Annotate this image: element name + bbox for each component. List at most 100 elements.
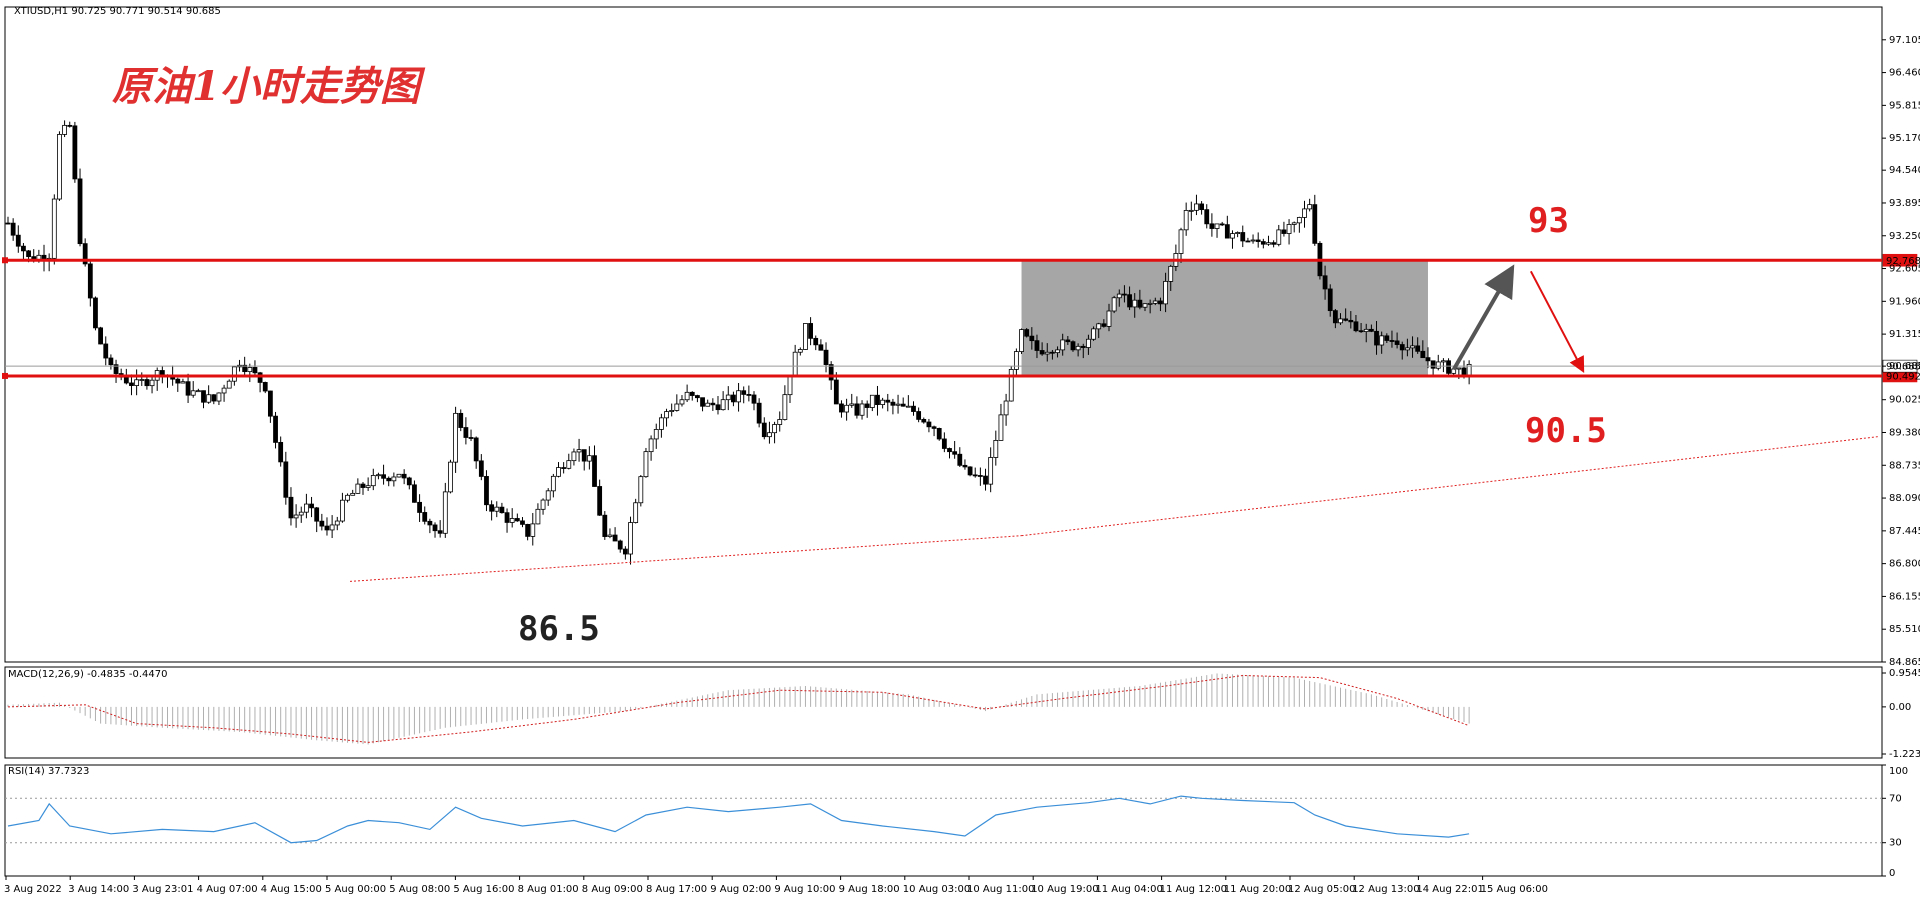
candle-body: [370, 475, 376, 487]
candle-body: [885, 399, 891, 403]
rsi-panel: 100 70 30 0: [5, 764, 1908, 879]
candle-body: [1399, 344, 1405, 351]
candle-body: [139, 379, 145, 381]
candle-body: [658, 417, 664, 430]
candle-body: [746, 394, 752, 396]
candle-body: [916, 411, 922, 420]
candle-body: [1394, 340, 1400, 345]
rsi-label: RSI(14) 37.7323: [8, 766, 89, 777]
candle-body: [283, 461, 289, 498]
candle-body: [792, 351, 798, 376]
time-tick-label: 8 Aug 01:00: [518, 884, 579, 895]
candle-body: [468, 437, 474, 439]
candle-body: [1127, 294, 1132, 308]
time-tick-label: 9 Aug 18:00: [839, 884, 900, 895]
candle-body: [113, 364, 119, 374]
candle-body: [854, 403, 860, 416]
candle-body: [725, 394, 731, 401]
candle-body: [67, 124, 73, 127]
candle-body: [1322, 275, 1328, 290]
candle-body: [772, 424, 777, 434]
consolidation-zone: [1021, 260, 1428, 376]
macd-signal-line: [7, 674, 1470, 743]
candle-body: [293, 514, 299, 519]
candle-body: [756, 402, 762, 424]
candle-body: [1260, 241, 1266, 245]
candle-body: [1194, 203, 1199, 211]
candle-body: [57, 134, 62, 200]
rsi-tick-label: 0: [1889, 868, 1895, 879]
candle-body: [684, 391, 690, 401]
candle-body: [303, 503, 309, 513]
candle-body: [206, 394, 212, 403]
candle-body: [72, 125, 78, 180]
candle-body: [931, 426, 937, 429]
candle-body: [458, 412, 464, 428]
time-tick-label: 5 Aug 08:00: [389, 884, 450, 895]
candle-body: [525, 523, 531, 537]
candle-body: [1142, 303, 1148, 308]
candle-body: [1091, 328, 1096, 340]
candle-body: [941, 438, 947, 449]
candle-body: [602, 514, 608, 537]
candle-body: [1101, 323, 1107, 327]
rsi-tick-label: 30: [1889, 838, 1902, 849]
candle-body: [448, 461, 453, 493]
candle-body: [767, 432, 772, 438]
candle-body: [900, 403, 906, 407]
candle-body: [190, 390, 196, 396]
candle-body: [195, 390, 201, 393]
candle-body: [381, 474, 386, 479]
candle-body: [298, 511, 304, 516]
candle-body: [1055, 349, 1060, 354]
candle-body: [1389, 340, 1395, 342]
arrow-down: [1529, 270, 1585, 373]
candle-body: [314, 507, 320, 522]
candle-body: [1219, 223, 1225, 226]
candle-body: [571, 451, 577, 462]
candle-body: [324, 525, 330, 531]
candle-body: [823, 349, 829, 365]
macd-tick-label: 0.9545: [1889, 668, 1920, 679]
candle-body: [1086, 338, 1091, 348]
candle-body: [844, 404, 850, 413]
candle-body: [442, 491, 448, 534]
candle-body: [401, 473, 407, 479]
time-tick-label: 12 Aug 13:00: [1352, 884, 1419, 895]
candle-body: [26, 250, 31, 258]
candle-body: [1271, 242, 1277, 245]
candle-body: [345, 494, 350, 501]
candle-body: [185, 381, 191, 396]
candle-body: [453, 412, 459, 463]
candle-body: [499, 506, 505, 514]
candle-body: [921, 419, 927, 423]
candle-body: [1152, 300, 1158, 304]
price-tick-label: 85.510: [1889, 624, 1920, 635]
current-price-label: 90.685: [1886, 362, 1920, 373]
time-tick-label: 10 Aug 19:00: [1031, 884, 1098, 895]
candle-body: [1425, 357, 1431, 362]
price-tick-label: 87.445: [1889, 526, 1920, 537]
candle-body: [556, 467, 561, 477]
trendline-lower-1: [349, 535, 1022, 582]
candle-body: [1214, 223, 1220, 229]
price-tick-label: 92.605: [1889, 264, 1920, 275]
candle-body: [1029, 335, 1035, 342]
candle-body: [983, 475, 988, 485]
candle-body: [612, 534, 618, 542]
candle-body: [252, 367, 258, 374]
panel-frame: [4, 764, 1883, 877]
rsi-tick-label: 70: [1889, 793, 1902, 804]
time-tick-label: 15 Aug 06:00: [1481, 884, 1548, 895]
candle-body: [216, 392, 222, 402]
candle-body: [1368, 328, 1374, 332]
candle-body: [355, 483, 361, 494]
candle-body: [1096, 323, 1102, 330]
candle-body: [262, 382, 268, 392]
candle-body: [1183, 210, 1189, 231]
candle-body: [386, 477, 392, 482]
candle-body: [597, 486, 603, 516]
candle-body: [1034, 340, 1040, 351]
candle-body: [1358, 330, 1364, 333]
support-price-label: 90.492: [1886, 371, 1920, 382]
